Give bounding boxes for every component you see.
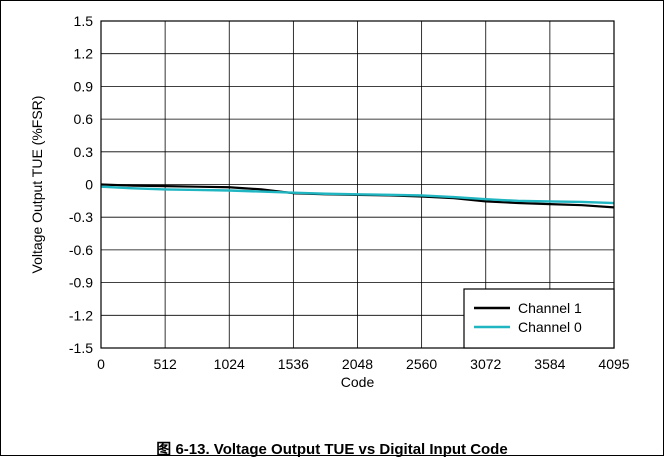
plot-border — [100, 20, 615, 349]
x-tick-label: 2048 — [342, 356, 373, 372]
y-tick-label: -0.6 — [69, 242, 93, 258]
y-tick-label: 0.6 — [74, 111, 94, 127]
y-tick-label: 1.2 — [74, 46, 94, 62]
x-tick-label: 1024 — [214, 356, 245, 372]
x-tick-label: 0 — [97, 356, 105, 372]
y-tick-label: 1.5 — [74, 13, 94, 29]
legend-label: Channel 0 — [518, 319, 582, 335]
y-tick-label: 0.3 — [74, 144, 94, 160]
legend-box — [463, 288, 615, 349]
x-axis-label: Code — [341, 374, 375, 390]
y-tick-label: -0.9 — [69, 275, 93, 291]
x-tick-label: 3584 — [534, 356, 565, 372]
figure-caption: 图 6-13. Voltage Output TUE vs Digital In… — [156, 441, 508, 458]
y-tick-label: -1.5 — [69, 340, 93, 356]
series-line-channel-0 — [100, 185, 615, 205]
x-tick-label: 1536 — [278, 356, 309, 372]
x-tick-label: 512 — [153, 356, 177, 372]
x-tick-label: 3072 — [470, 356, 501, 372]
x-tick-label: 2560 — [406, 356, 437, 372]
y-axis-label: Voltage Output TUE (%FSR) — [29, 96, 45, 274]
x-tick-label: 4095 — [598, 356, 629, 372]
y-tick-label: 0 — [85, 177, 93, 193]
legend-label: Channel 1 — [518, 300, 582, 316]
y-tick-label: -0.3 — [69, 209, 93, 225]
y-tick-label: -1.2 — [69, 307, 93, 323]
y-tick-label: 0.9 — [74, 78, 94, 94]
